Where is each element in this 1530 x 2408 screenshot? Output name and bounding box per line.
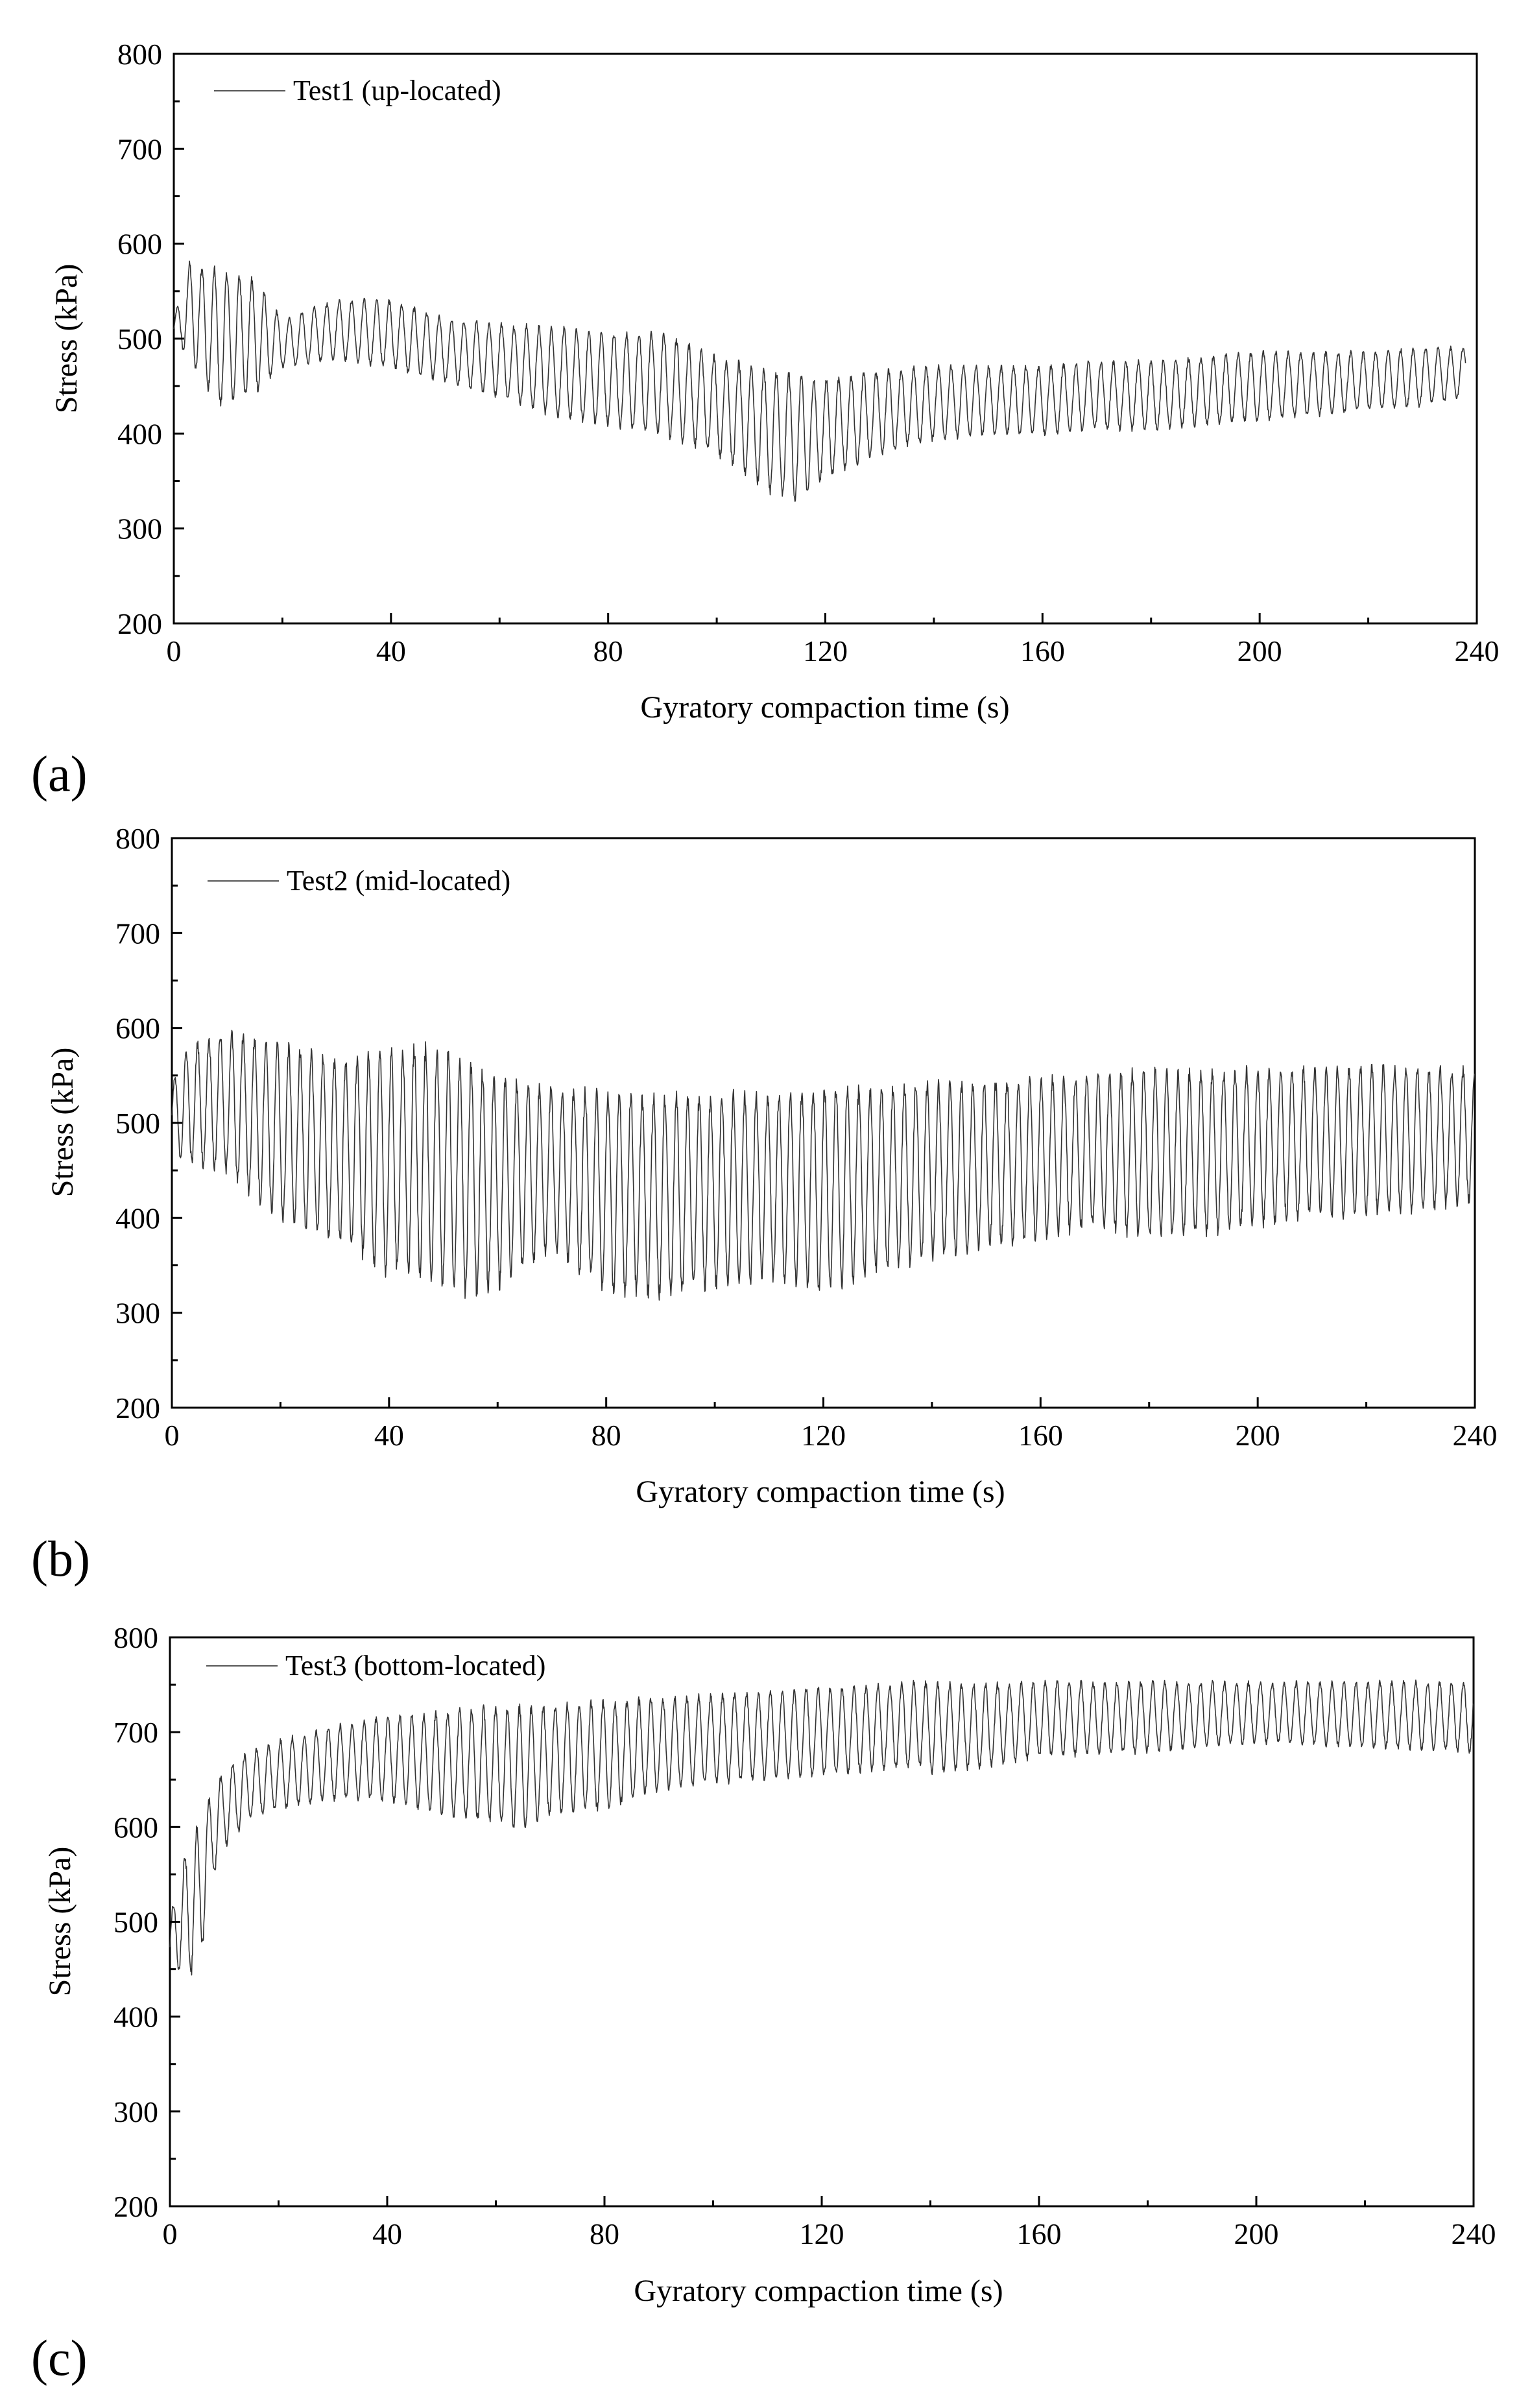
ticks-layer: 0 40 80 120 160 200 240 200 300 400 500 600 700 800: [115, 822, 1498, 1452]
series-line: [173, 260, 1466, 502]
legend: Test1 (up-located): [214, 75, 501, 106]
y-tick-label: 200: [114, 2190, 158, 2223]
x-tick-label: 160: [1017, 2217, 1062, 2250]
x-tick-label: 200: [1236, 1419, 1280, 1452]
x-tick-label: 240: [1455, 634, 1500, 668]
y-tick-label: 500: [114, 1906, 158, 1939]
ticks-layer: 0 40 80 120 160 200 240 200 300 400 500 600 700 800: [117, 38, 1500, 668]
y-tick-label: 300: [115, 1297, 160, 1330]
x-tick-label: 200: [1237, 634, 1282, 668]
series-line: [169, 1680, 1474, 1976]
y-tick-label: 200: [115, 1391, 160, 1425]
x-tick-label: 0: [163, 2217, 178, 2250]
y-tick-label: 700: [114, 1716, 158, 1749]
x-tick-label: 80: [593, 634, 623, 668]
x-tick-label: 80: [590, 2217, 619, 2250]
chart-panel-a: 0 40 80 120 160 200 240 200 300 400 500 600 700 800 T…: [49, 38, 1500, 725]
x-tick-label: 120: [803, 634, 848, 668]
panel-label-a: (a): [31, 745, 88, 802]
x-tick-label: 240: [1453, 1419, 1498, 1452]
y-tick-label: 300: [114, 2095, 158, 2128]
x-tick-label: 200: [1234, 2217, 1279, 2250]
ticks-layer: 0 40 80 120 160 200 240 200 300 400 500 600 700 800: [114, 1621, 1496, 2250]
x-tick-label: 0: [167, 634, 182, 668]
y-tick-label: 700: [117, 132, 162, 165]
x-tick-label: 120: [801, 1419, 846, 1452]
y-tick-label: 600: [117, 228, 162, 261]
plot-frame: [169, 1636, 1475, 2208]
y-tick-label: 400: [114, 2001, 158, 2034]
y-tick-label: 500: [117, 322, 162, 355]
y-tick-label: 800: [114, 1621, 158, 1654]
series-line: [171, 1029, 1476, 1301]
x-tick-label: 160: [1020, 634, 1065, 668]
data-layer: [173, 260, 1466, 502]
x-axis-title: Gyratory compaction time (s): [634, 2274, 1003, 2308]
y-tick-label: 800: [115, 822, 160, 855]
x-tick-label: 40: [374, 1419, 404, 1452]
y-tick-label: 800: [117, 38, 162, 71]
x-tick-label: 120: [800, 2217, 844, 2250]
chart-panel-c: 0 40 80 120 160 200 240 200 300 400 500 600 700 800 T…: [43, 1621, 1496, 2308]
x-tick-label: 0: [165, 1419, 180, 1452]
x-tick-label: 40: [372, 2217, 402, 2250]
y-axis-title: Stress (kPa): [43, 1847, 77, 1997]
y-tick-label: 200: [117, 607, 162, 640]
y-tick-label: 500: [115, 1107, 160, 1140]
y-tick-label: 600: [114, 1811, 158, 1844]
panel-label-b: (b): [31, 1530, 90, 1587]
data-layer: [169, 1680, 1474, 1976]
x-axis-title: Gyratory compaction time (s): [640, 690, 1009, 725]
panel-label-c: (c): [31, 2330, 88, 2386]
data-layer: [171, 1029, 1476, 1301]
y-tick-label: 400: [117, 417, 162, 450]
x-tick-label: 80: [592, 1419, 621, 1452]
y-tick-label: 600: [115, 1012, 160, 1045]
legend-label: Test2 (mid-located): [287, 865, 510, 897]
legend: Test2 (mid-located): [208, 865, 510, 897]
chart-panel-b: 0 40 80 120 160 200 240 200 300 400 500 600 700 800 T…: [45, 822, 1498, 1509]
x-tick-label: 240: [1452, 2217, 1496, 2250]
x-axis-title: Gyratory compaction time (s): [636, 1475, 1005, 1509]
legend-label: Test1 (up-located): [293, 75, 501, 106]
x-tick-label: 160: [1018, 1419, 1063, 1452]
legend: Test3 (bottom-located): [206, 1650, 545, 1681]
y-axis-title: Stress (kPa): [49, 264, 84, 414]
x-tick-label: 40: [376, 634, 406, 668]
y-tick-label: 400: [115, 1201, 160, 1234]
plot-frame: [173, 53, 1478, 625]
y-tick-label: 700: [115, 917, 160, 950]
y-tick-label: 300: [117, 512, 162, 546]
y-axis-title: Stress (kPa): [45, 1048, 80, 1198]
legend-label: Test3 (bottom-located): [285, 1650, 545, 1681]
